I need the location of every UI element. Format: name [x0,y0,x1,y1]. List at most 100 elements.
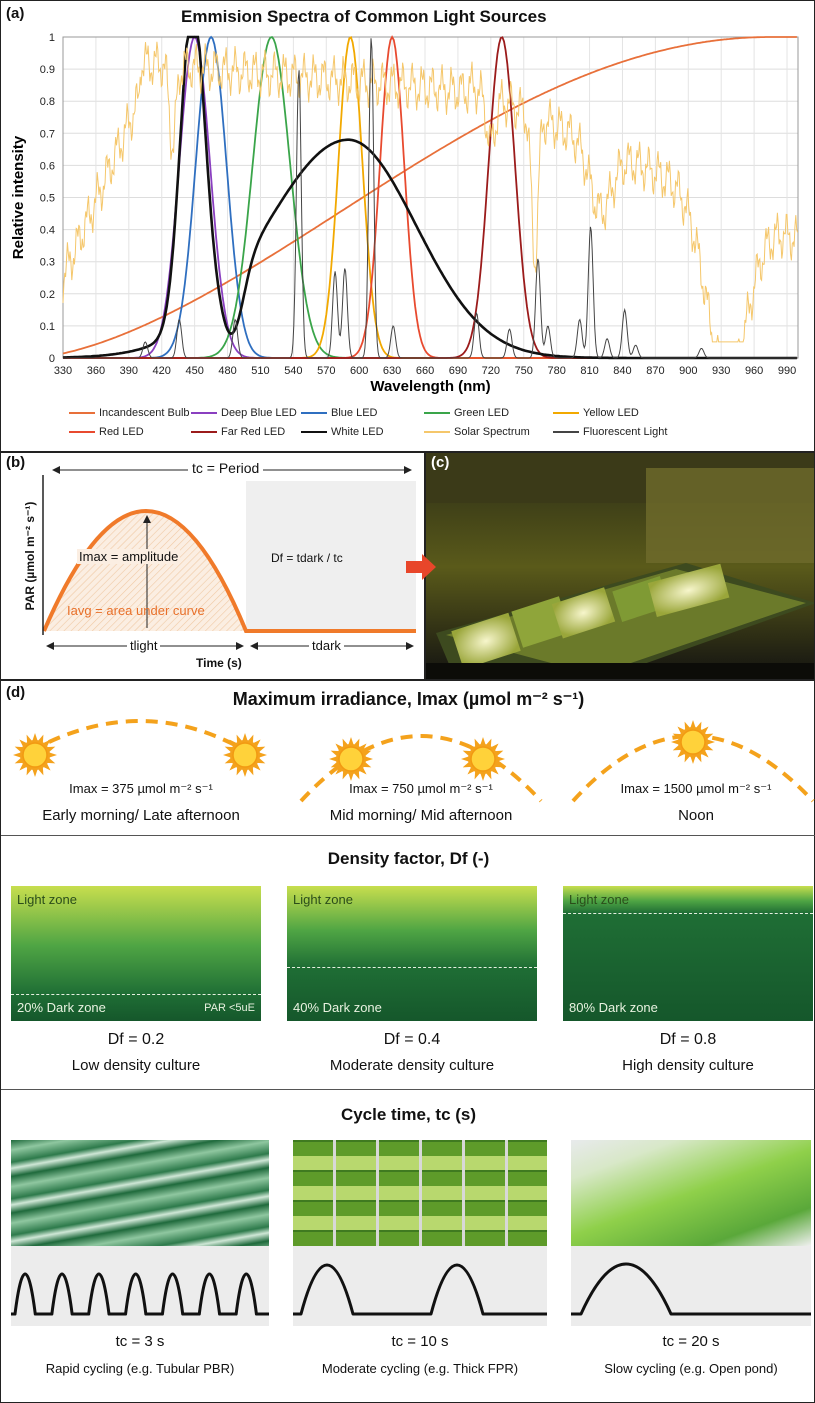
imax-label: Imax = amplitude [77,549,181,564]
reactor-photo [11,1140,269,1246]
y-tick-label: 0.7 [40,128,55,140]
culture-depth-profile: Light zone 20% Dark zone PAR <5uE [11,886,261,1021]
y-tick-label: 0.1 [40,321,55,333]
series-incandescent-bulb [62,36,797,355]
legend-item: Yellow LED [553,407,639,419]
y-tick-label: 0.4 [40,225,55,237]
sun-icon [671,720,715,764]
y-tick-label: 0.5 [40,193,55,205]
cycle-time-value: tc = 20 s [662,1333,720,1350]
x-tick-label: 480 [218,365,236,377]
x-tick-label: 720 [482,365,500,377]
x-tick-label: 600 [350,365,368,377]
x-tick-label: 960 [745,365,763,377]
x-tick-label: 390 [120,365,138,377]
panel-d-parameters: (d) Maximum irradiance, Imax (µmol m⁻² s… [0,680,815,1403]
cycle-caption: Moderate cycling (e.g. Thick FPR) [321,1361,519,1376]
y-axis-label: Relative intensity [10,135,27,259]
dark-zone-label: 20% Dark zone [17,1000,106,1015]
cycle-time-value: tc = 3 s [115,1333,165,1350]
legend-label: Red LED [99,426,144,438]
sun-path-arc [30,719,247,753]
sun-path-arc [571,734,815,803]
sun-icon [13,733,57,777]
culture-depth-profile: Light zone 40% Dark zone [287,886,537,1021]
legend-label: Yellow LED [583,407,639,419]
legend-item: Solar Spectrum [424,426,530,438]
irradiance-title: Maximum irradiance, Imax (µmol m⁻² s⁻¹) [232,689,585,709]
light-regime-diagram [42,466,416,650]
x-tick-label: 630 [383,365,401,377]
light-curve [42,509,416,633]
density-factor-value: Df = 0.2 [107,1031,165,1048]
legend-swatch [191,431,217,433]
irradiance-value: Imax = 1500 µmol m⁻² s⁻¹ [620,781,772,796]
sun-path-arc [299,734,543,803]
cycle-time-value: tc = 10 s [391,1333,449,1350]
cycle-title: Cycle time, tc (s) [340,1105,477,1124]
cycle-waveform [11,1272,269,1316]
light-zone-label: Light zone [293,892,353,907]
chart-title: Emmision Spectra of Common Light Sources [181,7,547,26]
density-title: Density factor, Df (-) [327,849,490,868]
density-factor-value: Df = 0.4 [383,1031,441,1048]
legend-label: Incandescent Bulb [99,407,190,419]
legend-item: Green LED [424,407,509,419]
panel-c-tag: (c) [431,454,450,471]
sun-icon [461,737,505,781]
y-tick-label: 0.3 [40,257,55,269]
legend-item: White LED [301,426,384,438]
x-tick-label: 420 [153,365,171,377]
legend-label: Deep Blue LED [221,407,297,419]
irradiance-value: Imax = 375 µmol m⁻² s⁻¹ [69,781,213,796]
light-dark-cycle-plot [293,1246,547,1326]
series-fluorescent-light [63,38,798,359]
light-zone-label: Light zone [17,892,77,907]
density-caption: Low density culture [71,1057,201,1074]
y-tick-label: 0.8 [40,96,55,108]
legend-item: Incandescent Bulb [69,407,190,419]
y-tick-label: 0 [49,353,55,365]
y-tick-label: 0.9 [40,64,55,76]
legend-swatch [301,431,327,433]
par-axis-label: PAR (µmol m⁻² s⁻¹) [23,501,37,611]
panel-link-arrow [406,554,436,580]
legend-item: Far Red LED [191,426,285,438]
x-axis-label: Wavelength (nm) [370,378,490,395]
legend-label: Far Red LED [221,426,286,438]
x-tick-label: 870 [646,365,664,377]
reactor-photo [571,1140,811,1246]
iavg-label: Iavg = area under curve [67,603,205,618]
legend-swatch [553,431,579,433]
irradiance-caption: Early morning/ Late afternoon [42,807,240,824]
legend-swatch [424,412,450,414]
tlight-label: tlight [127,638,161,653]
dark-period-region [246,481,416,629]
cycle-caption: Rapid cycling (e.g. Tubular PBR) [45,1361,235,1376]
light-dark-cycle-plot [11,1246,269,1326]
x-tick-label: 900 [679,365,697,377]
legend-label: White LED [331,426,384,438]
legend-swatch [424,431,450,433]
divider-1 [1,835,815,836]
density-factor-value: Df = 0.8 [659,1031,717,1048]
x-tick-label: 450 [185,365,203,377]
series-solar-spectrum [62,41,799,343]
legend-label: Solar Spectrum [454,426,530,438]
culture-depth-profile: Light zone 80% Dark zone [563,886,813,1021]
dark-zone-boundary [11,994,261,995]
panel-a-spectra: (a) Emmision Spectra of Common Light Sou… [0,0,815,452]
legend-label: Blue LED [331,407,378,419]
x-tick-label: 360 [87,365,105,377]
sun-arcs [13,719,815,803]
reactor-photo [293,1140,547,1246]
legend-item: Deep Blue LED [191,407,297,419]
legend-label: Green LED [454,407,510,419]
panel-d-tag: (d) [6,684,26,701]
dark-zone-boundary [563,913,813,914]
legend-item: Fluorescent Light [553,426,667,438]
par-threshold-label: PAR <5uE [204,1002,255,1014]
y-tick-label: 1 [49,32,55,44]
x-tick-label: 540 [284,365,302,377]
irradiance-caption: Noon [678,807,714,824]
